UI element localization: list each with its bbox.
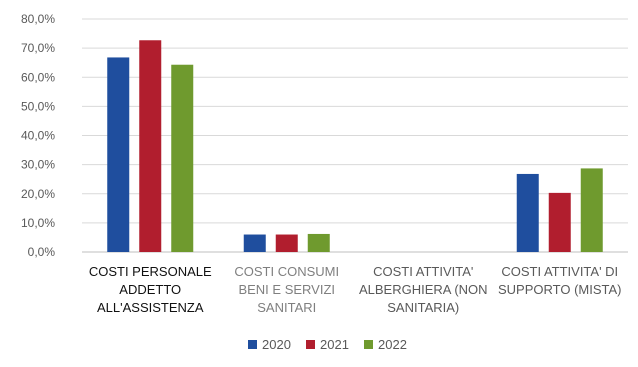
bar-2022-3 — [580, 168, 603, 252]
bar-2021-0 — [139, 40, 162, 253]
bar-2020-3 — [516, 173, 539, 252]
legend-swatch-2022 — [364, 340, 373, 349]
bar-2021-1 — [275, 234, 298, 252]
legend-swatch-2020 — [248, 340, 257, 349]
y-tick-label: 50,0% — [21, 99, 55, 113]
y-tick-label: 10,0% — [21, 216, 55, 230]
x-category-label: ADDETTO — [119, 282, 181, 297]
legend-label-2022: 2022 — [378, 337, 407, 352]
y-tick-label: 0,0% — [28, 245, 56, 259]
x-category-label: BENI E SERVIZI — [238, 282, 335, 297]
x-category-label: SANITARIA) — [387, 300, 459, 315]
x-category-label: SANITARI — [257, 300, 316, 315]
x-category-label: ALL'ASSISTENZA — [97, 300, 204, 315]
x-category-label: COSTI PERSONALE — [89, 264, 212, 279]
bar-2022-1 — [307, 233, 330, 252]
legend-label-2020: 2020 — [262, 337, 291, 352]
x-category-label: ALBERGHIERA (NON — [359, 282, 488, 297]
x-category-label: COSTI ATTIVITA' — [373, 264, 473, 279]
legend-label-2021: 2021 — [320, 337, 349, 352]
x-category-label: COSTI CONSUMI — [234, 264, 339, 279]
y-tick-label: 30,0% — [21, 158, 55, 172]
x-category-label: COSTI ATTIVITA' DI — [501, 264, 618, 279]
y-tick-label: 20,0% — [21, 187, 55, 201]
bar-2021-3 — [548, 192, 571, 252]
legend-swatch-2021 — [306, 340, 315, 349]
y-tick-label: 60,0% — [21, 70, 55, 84]
x-category-label: SUPPORTO (MISTA) — [498, 282, 622, 297]
y-tick-label: 80,0% — [21, 12, 55, 26]
bar-2022-0 — [171, 64, 194, 252]
y-tick-label: 70,0% — [21, 41, 55, 55]
bar-2020-1 — [243, 234, 266, 252]
y-tick-label: 40,0% — [21, 129, 55, 143]
bar-2020-0 — [107, 57, 130, 252]
